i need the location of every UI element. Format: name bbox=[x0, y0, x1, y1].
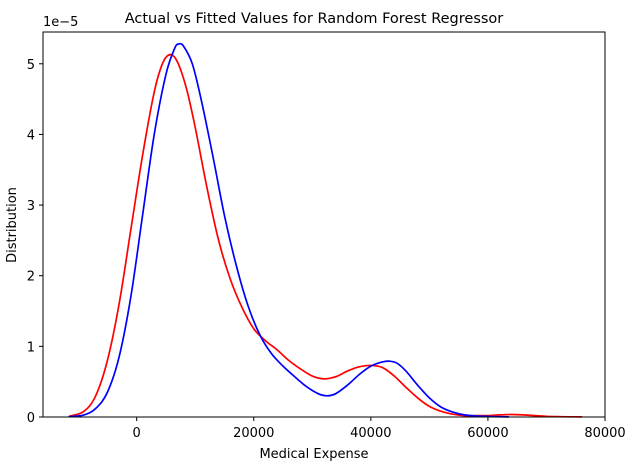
y-tick-label: 2 bbox=[27, 270, 35, 285]
y-tick-label: 1 bbox=[27, 340, 35, 355]
y-axis: 0 1 2 3 4 5 bbox=[27, 58, 43, 426]
x-tick-label: 60000 bbox=[467, 426, 508, 441]
y-tick-label: 5 bbox=[27, 58, 35, 73]
x-tick-label: 40000 bbox=[350, 426, 391, 441]
x-tick-label: 0 bbox=[133, 426, 141, 441]
series-line-0 bbox=[68, 53, 583, 418]
x-tick-label: 20000 bbox=[233, 426, 274, 441]
y-tick-label: 4 bbox=[27, 128, 35, 143]
y-offset-label: 1e−5 bbox=[43, 15, 78, 30]
y-tick-label: 0 bbox=[27, 411, 35, 426]
x-axis-label: Medical Expense bbox=[259, 447, 368, 462]
plot-frame bbox=[42, 31, 606, 418]
y-axis-label: Distribution bbox=[5, 187, 20, 263]
y-tick-label: 3 bbox=[27, 199, 35, 214]
x-tick-label: 80000 bbox=[584, 426, 625, 441]
series-lines bbox=[68, 42, 583, 418]
x-axis: 0 20000 40000 60000 80000 bbox=[133, 417, 626, 441]
series-line-1 bbox=[68, 42, 510, 418]
chart-title: Actual vs Fitted Values for Random Fores… bbox=[125, 11, 504, 27]
